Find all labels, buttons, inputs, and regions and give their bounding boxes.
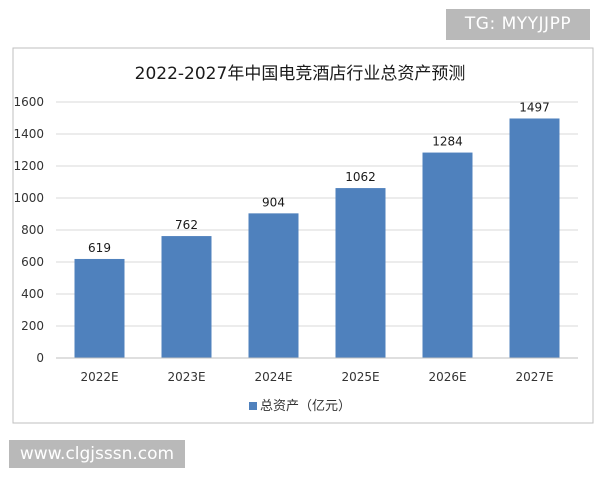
chart-title: 2022-2027年中国电竞酒店行业总资产预测: [135, 64, 466, 84]
y-tick-label: 600: [21, 255, 44, 269]
bar-2024E: [248, 213, 299, 358]
x-tick-label: 2023E: [167, 370, 205, 384]
y-axis-ticks: 0 200 400 600 800 1000 1200 1400 1600: [13, 95, 44, 365]
x-tick-label: 2027E: [515, 370, 553, 384]
bar-2022E: [74, 258, 125, 358]
y-tick-label: 1400: [13, 127, 44, 141]
x-tick-label: 2024E: [254, 370, 292, 384]
data-label-2023E: 762: [175, 218, 198, 232]
bar-2026E: [422, 152, 473, 358]
y-tick-label: 1600: [13, 95, 44, 109]
y-tick-label: 1200: [13, 159, 44, 173]
bars: [74, 118, 560, 358]
data-label-2022E: 619: [88, 241, 111, 255]
bar-2027E: [509, 118, 560, 358]
y-tick-label: 0: [36, 351, 44, 365]
data-labels: 619 762 904 1062 1284 1497: [88, 100, 550, 254]
legend-label: 总资产（亿元）: [260, 399, 351, 414]
data-label-2027E: 1497: [519, 100, 550, 114]
watermark-top-right: TG: MYYJJPP: [446, 9, 590, 40]
y-tick-label: 200: [21, 319, 44, 333]
x-tick-label: 2022E: [80, 370, 118, 384]
y-tick-label: 400: [21, 287, 44, 301]
bar-2025E: [335, 188, 386, 358]
x-axis-ticks: 2022E 2023E 2024E 2025E 2026E 2027E: [80, 370, 553, 384]
y-tick-label: 800: [21, 223, 44, 237]
data-label-2024E: 904: [262, 195, 285, 209]
grid-lines: [56, 101, 578, 327]
x-tick-label: 2026E: [428, 370, 466, 384]
legend: 总资产（亿元）: [249, 399, 351, 414]
y-tick-label: 1000: [13, 191, 44, 205]
watermark-bottom-left: www.clgjsssn.com: [9, 440, 185, 468]
x-tick-label: 2025E: [341, 370, 379, 384]
bar-2023E: [161, 236, 212, 358]
legend-swatch: [249, 402, 257, 410]
data-label-2025E: 1062: [345, 170, 376, 184]
data-label-2026E: 1284: [432, 135, 463, 149]
chart-border: [12, 47, 594, 424]
